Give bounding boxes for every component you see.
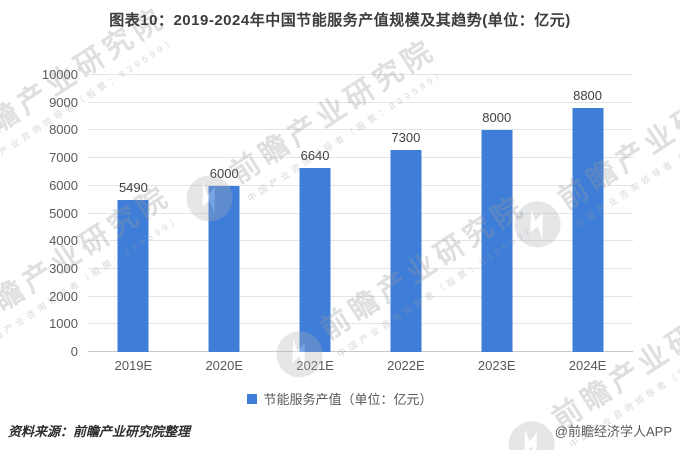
y-tick-label: 1000 xyxy=(49,316,78,332)
gridline xyxy=(88,351,633,352)
bar-2020E xyxy=(208,185,240,352)
x-tick-label: 2019E xyxy=(114,358,153,373)
bar-2022E xyxy=(390,149,422,352)
chart-title: 图表10：2019-2024年中国节能服务产值规模及其趋势(单位：亿元) xyxy=(109,12,571,29)
bar-value-label: 5490 xyxy=(118,179,148,195)
bar-slot: 6640 xyxy=(270,75,361,352)
bar-2023E xyxy=(481,130,513,352)
x-tick-label: 2022E xyxy=(387,358,425,373)
gridline xyxy=(88,240,633,242)
y-tick-label: 10000 xyxy=(41,67,78,82)
bar-value-label: 6640 xyxy=(300,148,330,164)
bar-2024E xyxy=(572,108,604,352)
y-tick-label: 0 xyxy=(70,344,78,359)
legend-label: 节能服务产值（单位：亿元） xyxy=(263,392,433,407)
gridline xyxy=(88,323,633,325)
legend-swatch xyxy=(247,393,258,404)
y-axis: 0 1000 2000 3000 4000 5000 6000 7000 8000 9000 100… xyxy=(0,67,78,359)
x-axis: 2019E 2020E 2021E 2022E 2023E 2024E xyxy=(88,358,633,373)
bar-slot: 5490 xyxy=(88,75,179,352)
credit-note: @前瞻经济学人APP xyxy=(554,424,672,439)
y-tick-label: 9000 xyxy=(49,94,78,110)
footer: 资料来源：前瞻产业研究院整理 @前瞻经济学人APP xyxy=(8,421,672,440)
x-tick-label: 2024E xyxy=(568,358,607,373)
gridline xyxy=(88,129,633,131)
y-tick-label: 2000 xyxy=(49,288,78,304)
x-tick-label: 2023E xyxy=(477,358,516,373)
y-tick-label: 7000 xyxy=(49,150,78,166)
bar-value-label: 8800 xyxy=(573,88,603,104)
gridline xyxy=(88,74,633,75)
bar-value-label: 6000 xyxy=(209,165,239,181)
y-tick-label: 5000 xyxy=(49,205,78,221)
bar-2021E xyxy=(299,168,331,352)
gridline xyxy=(88,212,633,214)
bar-series: 5490 6000 6640 7300 8000 8800 xyxy=(88,75,633,352)
gridline xyxy=(88,184,633,186)
gridline xyxy=(88,157,633,159)
source-note: 资料来源：前瞻产业研究院整理 xyxy=(8,424,191,439)
gridline xyxy=(88,295,633,297)
gridline xyxy=(88,101,633,103)
legend: 节能服务产值（单位：亿元） xyxy=(0,389,680,408)
bar-slot: 8000 xyxy=(451,75,542,352)
y-tick-label: 3000 xyxy=(49,260,78,276)
bar-value-label: 8000 xyxy=(482,110,512,126)
bar-value-label: 7300 xyxy=(391,129,421,145)
bar-slot: 8800 xyxy=(542,75,633,352)
y-tick-label: 8000 xyxy=(49,122,78,138)
y-tick-label: 4000 xyxy=(49,233,78,249)
x-tick-label: 2021E xyxy=(296,358,334,373)
gridline xyxy=(88,267,633,269)
plot-area: 5490 6000 6640 7300 8000 8800 xyxy=(88,74,633,352)
bar-slot: 7300 xyxy=(360,75,451,352)
y-tick-label: 6000 xyxy=(49,177,78,193)
bar-2019E xyxy=(117,199,149,352)
x-tick-label: 2020E xyxy=(205,358,244,373)
bar-slot: 6000 xyxy=(179,75,270,352)
